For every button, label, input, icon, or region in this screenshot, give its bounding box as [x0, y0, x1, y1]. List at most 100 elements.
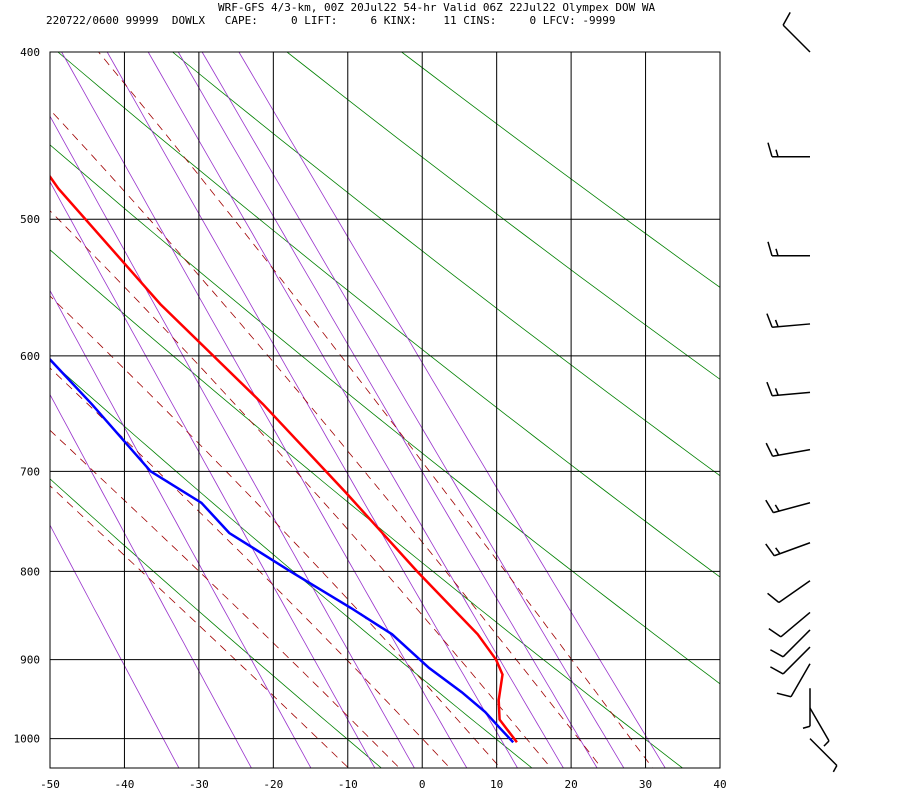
axis-labels: 400 500 600 700 800 900 1000 -50 -40 -30 -20 -10 0 10…	[14, 46, 727, 791]
wind-barb	[776, 663, 811, 698]
mixing-ratio-line	[50, 115, 415, 768]
barb-flag	[766, 313, 773, 328]
wind-barb	[767, 580, 811, 604]
wind-barb	[767, 142, 810, 158]
temperature-tick-label: 40	[713, 778, 726, 791]
mixing-ratio-line	[50, 289, 312, 768]
barb-staff	[809, 707, 830, 742]
dry-adiabat-line	[171, 52, 720, 477]
barb-flag	[770, 649, 784, 658]
wind-barb	[809, 738, 838, 773]
moist-adiabat-line	[50, 109, 603, 768]
plot-frame	[49, 51, 721, 769]
wind-barb	[766, 381, 811, 397]
barb-flag	[782, 12, 791, 26]
moist-adiabat-line	[50, 210, 552, 768]
wind-barb	[809, 707, 830, 747]
chart-title: WRF-GFS 4/3-km, 00Z 20Jul22 54-hr Valid …	[218, 1, 656, 14]
barb-staff	[809, 738, 838, 767]
barb-flag	[774, 319, 779, 327]
barb-flag	[774, 504, 780, 512]
mixing-ratio-line	[50, 393, 252, 768]
dry-adiabat-line	[50, 360, 533, 768]
mixing-ratio-line	[50, 181, 376, 768]
barb-flag	[765, 499, 774, 514]
barb-staff	[772, 448, 811, 457]
wind-barb	[770, 629, 811, 658]
mixing-ratio-line	[147, 52, 564, 768]
pressure-tick-label: 900	[20, 654, 40, 667]
wind-barb	[765, 499, 811, 514]
pressure-tick-label: 500	[20, 213, 40, 226]
barb-flag	[767, 142, 773, 157]
mixing-ratio-line	[106, 52, 518, 768]
wind-barb	[765, 542, 811, 557]
barb-staff	[772, 323, 811, 328]
barb-staff	[778, 580, 811, 604]
moist-adiabat-line	[50, 485, 350, 768]
barb-flag	[766, 381, 773, 396]
mixing-ratio-line	[61, 52, 468, 768]
barb-staff	[782, 646, 811, 675]
pressure-tick-label: 400	[20, 46, 40, 59]
mixing-ratio-line	[177, 52, 598, 768]
moist-adiabat-line	[50, 367, 451, 768]
wind-barb	[766, 313, 811, 328]
pressure-tick-label: 1000	[14, 733, 41, 746]
barb-staff	[790, 663, 811, 698]
moist-adiabat-line	[50, 429, 400, 768]
barb-flag	[774, 388, 779, 396]
pressure-tick-label: 600	[20, 350, 40, 363]
moist-adiabat-line	[50, 295, 501, 768]
temperature-tick-label: -40	[115, 778, 135, 791]
temperature-tick-label: -10	[338, 778, 358, 791]
barb-staff	[774, 542, 811, 557]
temperature-tick-label: -20	[263, 778, 283, 791]
barb-flag	[768, 628, 782, 638]
dewpoint-profile-line	[50, 357, 515, 744]
wind-barb	[768, 611, 811, 638]
temperature-tick-label: -50	[40, 778, 60, 791]
temperature-tick-label: 10	[490, 778, 503, 791]
barb-flag	[765, 442, 774, 457]
wind-barbs	[765, 12, 838, 773]
wind-barb	[767, 241, 810, 257]
dry-adiabat-line	[50, 144, 720, 685]
temperature-profile-line	[50, 174, 518, 744]
dry-adiabat-line	[286, 52, 720, 380]
grid-lines	[49, 51, 721, 768]
barb-staff	[782, 24, 811, 53]
wind-barb	[802, 688, 811, 729]
pressure-tick-label: 700	[20, 465, 40, 478]
dry-adiabat-line	[400, 52, 720, 288]
mixing-ratio-line	[50, 524, 180, 768]
barb-staff	[772, 391, 811, 397]
wind-barb	[770, 646, 811, 675]
pressure-tick-label: 800	[20, 565, 40, 578]
temperature-tick-label: 30	[639, 778, 652, 791]
temperature-tick-label: 0	[419, 778, 426, 791]
temperature-tick-label: 20	[564, 778, 577, 791]
temperature-tick-label: -30	[189, 778, 209, 791]
profiles	[50, 174, 518, 744]
barb-flag	[767, 592, 780, 604]
moist-adiabat-line	[97, 52, 654, 768]
dry-adiabat-line	[50, 249, 684, 768]
stability-indices: 220722/0600 99999 DOWLX CAPE: 0 LIFT: 6 …	[46, 14, 616, 27]
barb-flag	[775, 248, 779, 256]
mixing-ratio-line	[201, 52, 625, 768]
wind-barb	[782, 12, 811, 53]
wind-barb	[765, 442, 811, 457]
barb-flag	[774, 448, 780, 456]
barb-staff	[773, 502, 811, 514]
barb-flag	[776, 692, 792, 698]
barb-flag	[770, 666, 784, 675]
barb-flag	[765, 543, 775, 557]
barb-flag	[832, 765, 838, 773]
mixing-ratio-line	[238, 52, 666, 768]
barb-staff	[780, 611, 811, 638]
barb-flag	[802, 725, 811, 729]
